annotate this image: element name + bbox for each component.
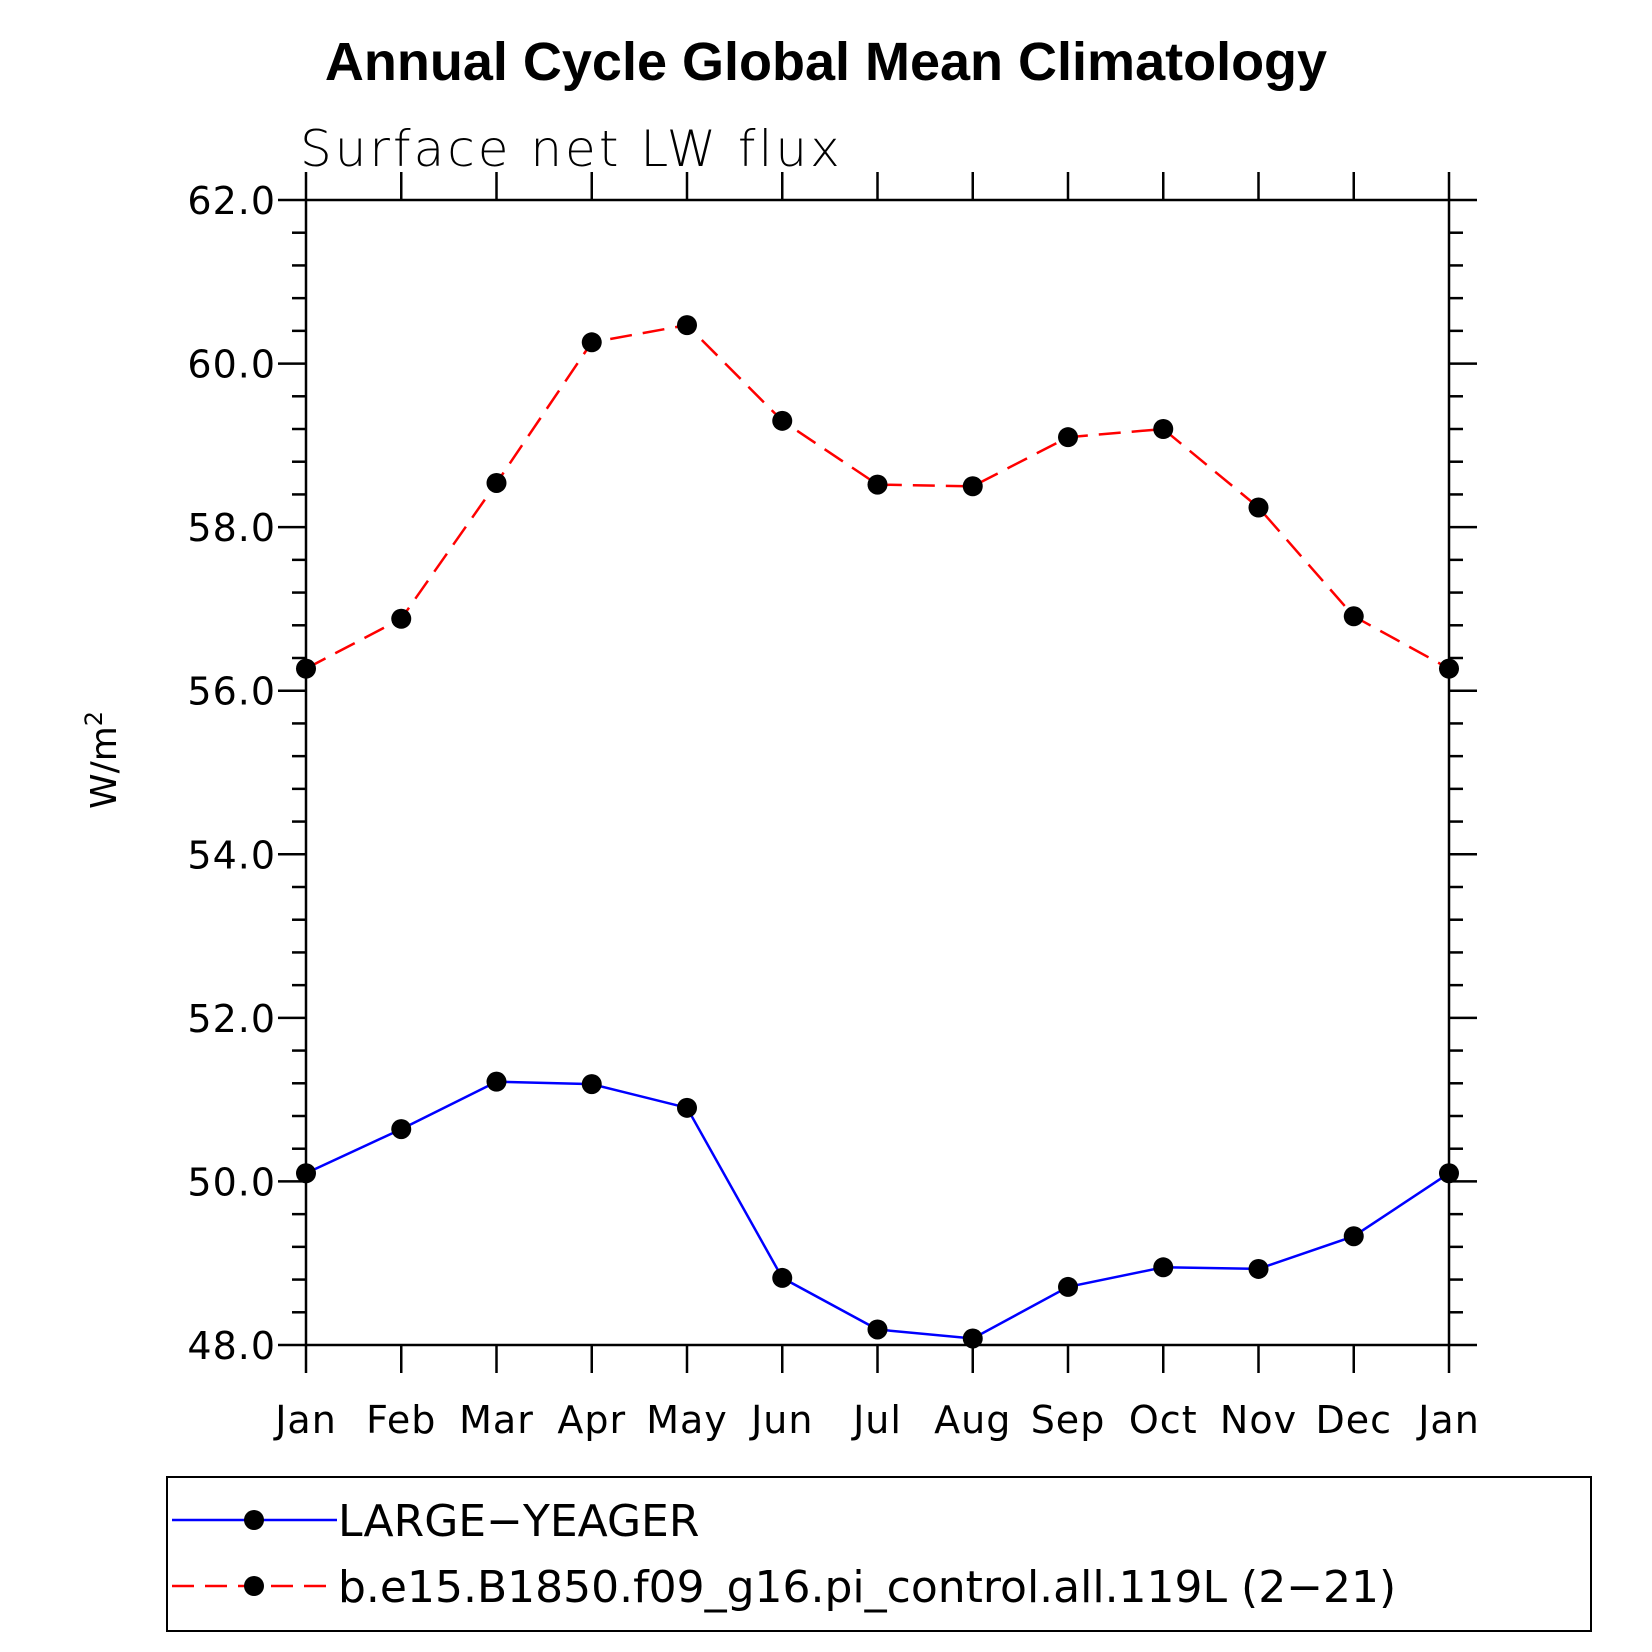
- y-tick-label: 50.0: [187, 1160, 276, 1204]
- series-1-point: [1248, 1258, 1269, 1279]
- plot-frame: [304, 198, 1451, 1347]
- series-1-point: [1439, 1163, 1459, 1184]
- series-2-line: [305, 323, 1450, 670]
- series-2-point: [296, 658, 316, 679]
- x-tick-label: Mar: [459, 1398, 534, 1442]
- series-1-point: [1058, 1276, 1078, 1297]
- legend-marker-1: [244, 1510, 264, 1530]
- y-axis-label: W/m2: [80, 711, 125, 809]
- series-1-point: [391, 1119, 412, 1140]
- x-tick-label: Jan: [273, 1398, 337, 1442]
- y-axis-label-superscript: 2: [80, 711, 108, 726]
- x-tick-label: May: [646, 1398, 728, 1442]
- series-2-point: [1439, 658, 1459, 679]
- x-tick-label: Apr: [557, 1398, 626, 1442]
- legend-marker-2: [244, 1576, 264, 1596]
- x-tick-label: Dec: [1315, 1398, 1392, 1442]
- series-1-point: [962, 1328, 983, 1349]
- x-tick-label: Nov: [1220, 1398, 1297, 1442]
- y-tick-label: 60.0: [187, 343, 276, 387]
- series-layer: [296, 315, 1459, 1349]
- series-1-point: [1153, 1257, 1174, 1278]
- x-tick-label: Sep: [1031, 1398, 1106, 1442]
- legend-box: [166, 1476, 1592, 1632]
- axis-ticks: [278, 172, 1477, 1373]
- series-2-point: [1248, 497, 1269, 518]
- y-axis-label-unit: W/m: [84, 726, 125, 809]
- x-tick-label: Jun: [749, 1398, 813, 1442]
- y-tick-label: 62.0: [187, 179, 276, 223]
- legend: LARGE−YEAGER b.e15.B1850.f09_g16.pi_contr…: [172, 1496, 1396, 1613]
- x-tick-label: Jul: [851, 1398, 902, 1442]
- series-1-point: [581, 1074, 602, 1095]
- y-tick-label: 54.0: [187, 833, 276, 877]
- series-1: [296, 1071, 1459, 1349]
- series-1-line: [305, 1080, 1450, 1340]
- y-tick-label: 58.0: [187, 506, 276, 550]
- y-tick-label: 56.0: [187, 670, 276, 714]
- series-2-point: [962, 476, 983, 497]
- series-1-point: [677, 1097, 697, 1118]
- series-2: [296, 315, 1459, 679]
- series-2-point: [486, 472, 507, 493]
- series-1-point: [1343, 1226, 1364, 1247]
- x-tick-label: Jan: [1416, 1398, 1480, 1442]
- series-2-point: [1153, 419, 1174, 439]
- series-2-point: [581, 332, 602, 353]
- series-2-point: [677, 315, 697, 336]
- series-1-point: [772, 1267, 793, 1288]
- chart-subtitle: Surface net LW flux: [300, 120, 843, 178]
- legend-label-1: LARGE−YEAGER: [338, 1496, 699, 1547]
- series-2-point: [1058, 427, 1078, 448]
- series-1-point: [486, 1071, 507, 1092]
- x-tick-labels: Jan Feb Mar Apr May Jun Jul Aug Sep Oct Nov Dec Jan: [273, 1398, 1480, 1442]
- x-tick-label: Aug: [934, 1398, 1011, 1442]
- y-tick-labels: 48.0 50.0 52.0 54.0 56.0 58.0 60.0 62.0: [187, 179, 276, 1368]
- x-tick-label: Oct: [1129, 1398, 1198, 1442]
- chart-title: Annual Cycle Global Mean Climatology: [325, 32, 1327, 92]
- x-tick-label: Feb: [366, 1398, 436, 1442]
- legend-label-2: b.e15.B1850.f09_g16.pi_control.all.119L …: [338, 1562, 1396, 1613]
- series-2-point: [391, 608, 412, 629]
- y-tick-label: 52.0: [187, 997, 276, 1041]
- series-2-point: [867, 474, 888, 495]
- series-1-point: [296, 1163, 316, 1184]
- series-1-point: [867, 1319, 888, 1340]
- series-2-point: [1343, 606, 1364, 627]
- series-2-point: [772, 410, 793, 431]
- y-tick-label: 48.0: [187, 1324, 276, 1368]
